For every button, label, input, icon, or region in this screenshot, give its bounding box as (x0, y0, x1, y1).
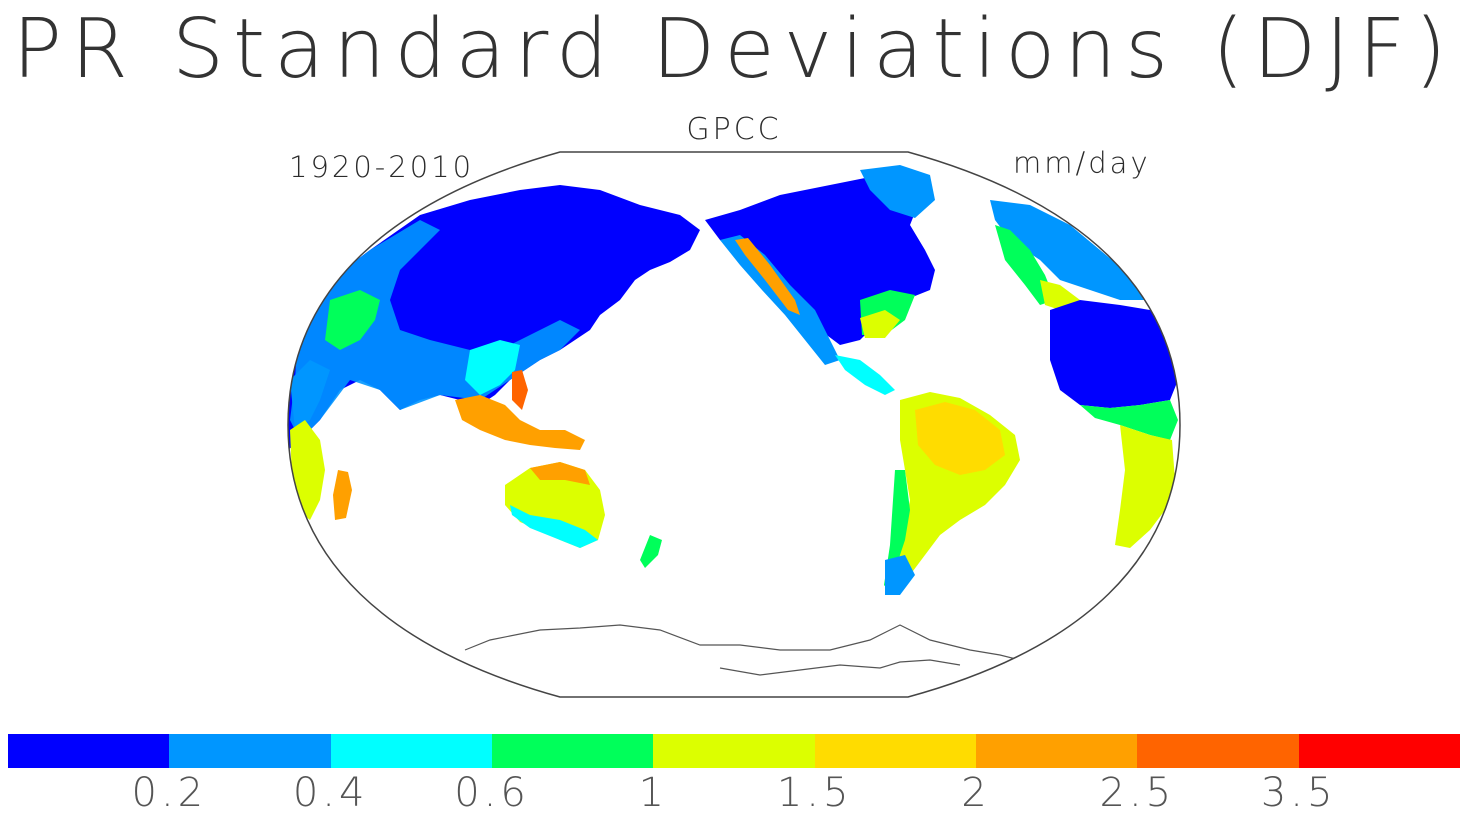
southeast-asia-region (465, 340, 520, 395)
africa-south-region (290, 420, 325, 520)
africa-west-region (290, 360, 330, 430)
colorbar-segment (653, 734, 815, 768)
colorbar-tick-label: 2.5 (1099, 770, 1176, 816)
colorbar-tick-label: 1.5 (776, 770, 853, 816)
africa-southern-right (1115, 425, 1175, 548)
south-asia-region (325, 290, 380, 350)
pacific-northwest-coast (735, 238, 800, 315)
antarctica-outline (464, 624, 1021, 661)
colorbar-segment (330, 734, 492, 768)
europe-region (990, 200, 1150, 300)
mediterranean-region (1040, 280, 1080, 310)
colorbar-tick-label: 3.5 (1260, 770, 1337, 816)
colorbar-tick-label: 0.4 (292, 770, 369, 816)
europe-west-coast (995, 225, 1055, 305)
colorbar-segment (1298, 734, 1460, 768)
colorbar-tick-label: 0.2 (131, 770, 208, 816)
greenland-region (860, 165, 935, 218)
land-layer (288, 165, 1178, 676)
antarctica-edge (719, 659, 961, 676)
colorbar-tick-label: 0.6 (454, 770, 530, 816)
africa-east-sahara (1050, 300, 1178, 408)
australia-region (505, 462, 605, 548)
colorbar-segment (975, 734, 1138, 768)
colorbar-segment (169, 734, 331, 768)
australia-north-region (530, 462, 590, 485)
central-america-region (835, 355, 895, 395)
philippines-region (512, 370, 528, 410)
north-america-west-coast (720, 235, 840, 365)
africa-equatorial-region (1080, 400, 1178, 440)
dataset-label: GPCC (686, 112, 782, 147)
eurasia-light-band (290, 220, 580, 440)
amazon-region (915, 402, 1005, 475)
colorbar-segment (491, 734, 654, 768)
projection-border (287, 151, 1181, 698)
units-label: mm/day (1013, 146, 1151, 180)
madagascar-region (333, 470, 352, 520)
patagonia-region (885, 555, 915, 595)
maritime-continent-region (455, 395, 585, 450)
period-label: 1920-2010 (289, 150, 475, 184)
gulf-coast-region (860, 310, 900, 338)
figure-title: PR Standard Deviations (DJF) (12, 2, 1456, 97)
colorbar-tick-label: 1 (638, 770, 669, 816)
colorbar-tick-label: 2 (961, 770, 991, 816)
colorbar (8, 734, 1460, 768)
australia-south-region (510, 505, 598, 548)
colorbar-segment (8, 734, 170, 768)
new-zealand-region (640, 535, 662, 568)
colorbar-segment (814, 734, 976, 768)
colorbar-segment (1137, 734, 1299, 768)
